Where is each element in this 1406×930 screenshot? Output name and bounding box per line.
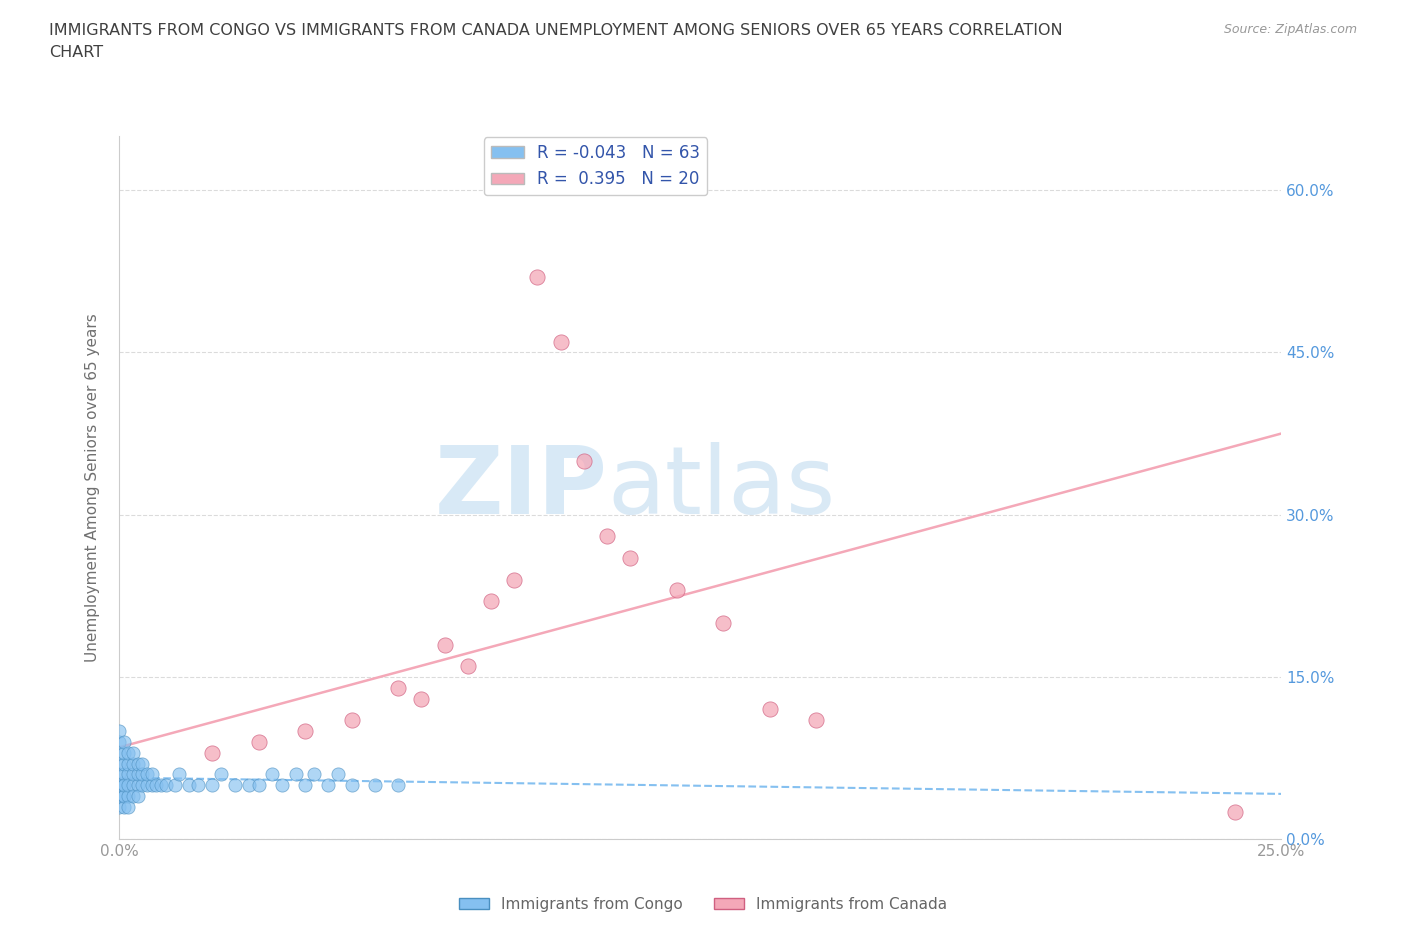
Point bbox=[340, 713, 363, 728]
Point bbox=[247, 777, 270, 792]
Point bbox=[108, 724, 131, 738]
Point bbox=[177, 777, 200, 792]
Point bbox=[112, 789, 135, 804]
Text: ZIP: ZIP bbox=[434, 442, 607, 534]
Point bbox=[112, 800, 135, 815]
Point bbox=[149, 777, 172, 792]
Point bbox=[108, 767, 131, 782]
Point bbox=[163, 777, 186, 792]
Point bbox=[131, 777, 153, 792]
Point bbox=[117, 756, 139, 771]
Point bbox=[117, 800, 139, 815]
Point bbox=[364, 777, 387, 792]
Point bbox=[131, 756, 153, 771]
Point bbox=[117, 789, 139, 804]
Point bbox=[136, 777, 159, 792]
Point bbox=[112, 777, 135, 792]
Point bbox=[526, 269, 548, 284]
Point bbox=[284, 767, 307, 782]
Point bbox=[112, 777, 135, 792]
Point bbox=[131, 767, 153, 782]
Point bbox=[108, 789, 131, 804]
Point bbox=[457, 658, 479, 673]
Point bbox=[127, 767, 149, 782]
Point bbox=[112, 735, 135, 750]
Legend: Immigrants from Congo, Immigrants from Canada: Immigrants from Congo, Immigrants from C… bbox=[453, 891, 953, 918]
Point bbox=[294, 724, 316, 738]
Y-axis label: Unemployment Among Seniors over 65 years: Unemployment Among Seniors over 65 years bbox=[86, 313, 100, 662]
Point bbox=[122, 777, 145, 792]
Point bbox=[759, 702, 782, 717]
Point bbox=[122, 767, 145, 782]
Point bbox=[145, 777, 167, 792]
Point bbox=[117, 777, 139, 792]
Point bbox=[665, 583, 688, 598]
Point bbox=[127, 777, 149, 792]
Point bbox=[387, 777, 409, 792]
Point bbox=[201, 777, 224, 792]
Point bbox=[326, 767, 349, 782]
Text: Source: ZipAtlas.com: Source: ZipAtlas.com bbox=[1223, 23, 1357, 36]
Point bbox=[187, 777, 209, 792]
Point bbox=[294, 777, 316, 792]
Point bbox=[550, 334, 572, 349]
Text: atlas: atlas bbox=[607, 442, 835, 534]
Point bbox=[209, 767, 232, 782]
Point bbox=[108, 756, 131, 771]
Point bbox=[433, 637, 456, 652]
Point bbox=[316, 777, 339, 792]
Point bbox=[112, 745, 135, 760]
Point bbox=[108, 777, 131, 792]
Point bbox=[224, 777, 246, 792]
Point bbox=[503, 572, 526, 587]
Point bbox=[201, 745, 224, 760]
Point bbox=[387, 681, 409, 696]
Point bbox=[112, 767, 135, 782]
Text: IMMIGRANTS FROM CONGO VS IMMIGRANTS FROM CANADA UNEMPLOYMENT AMONG SENIORS OVER : IMMIGRANTS FROM CONGO VS IMMIGRANTS FROM… bbox=[49, 23, 1063, 60]
Point bbox=[108, 735, 131, 750]
Point bbox=[108, 789, 131, 804]
Point bbox=[108, 800, 131, 815]
Legend: R = -0.043   N = 63, R =  0.395   N = 20: R = -0.043 N = 63, R = 0.395 N = 20 bbox=[484, 138, 707, 195]
Point bbox=[411, 691, 433, 706]
Point bbox=[304, 767, 326, 782]
Point bbox=[713, 616, 735, 631]
Point bbox=[141, 777, 163, 792]
Point bbox=[238, 777, 260, 792]
Point bbox=[112, 789, 135, 804]
Point bbox=[806, 713, 828, 728]
Point bbox=[112, 756, 135, 771]
Point bbox=[122, 789, 145, 804]
Point bbox=[122, 756, 145, 771]
Point bbox=[340, 777, 363, 792]
Point bbox=[117, 767, 139, 782]
Point bbox=[270, 777, 292, 792]
Point bbox=[108, 745, 131, 760]
Point bbox=[127, 756, 149, 771]
Point bbox=[141, 767, 163, 782]
Point bbox=[108, 777, 131, 792]
Point bbox=[596, 529, 619, 544]
Point bbox=[155, 777, 177, 792]
Point bbox=[479, 594, 502, 609]
Point bbox=[117, 745, 139, 760]
Point bbox=[169, 767, 191, 782]
Point bbox=[127, 789, 149, 804]
Point bbox=[1223, 804, 1246, 819]
Point bbox=[247, 735, 270, 750]
Point bbox=[262, 767, 284, 782]
Point bbox=[619, 551, 641, 565]
Point bbox=[572, 453, 595, 468]
Point bbox=[122, 745, 145, 760]
Point bbox=[136, 767, 159, 782]
